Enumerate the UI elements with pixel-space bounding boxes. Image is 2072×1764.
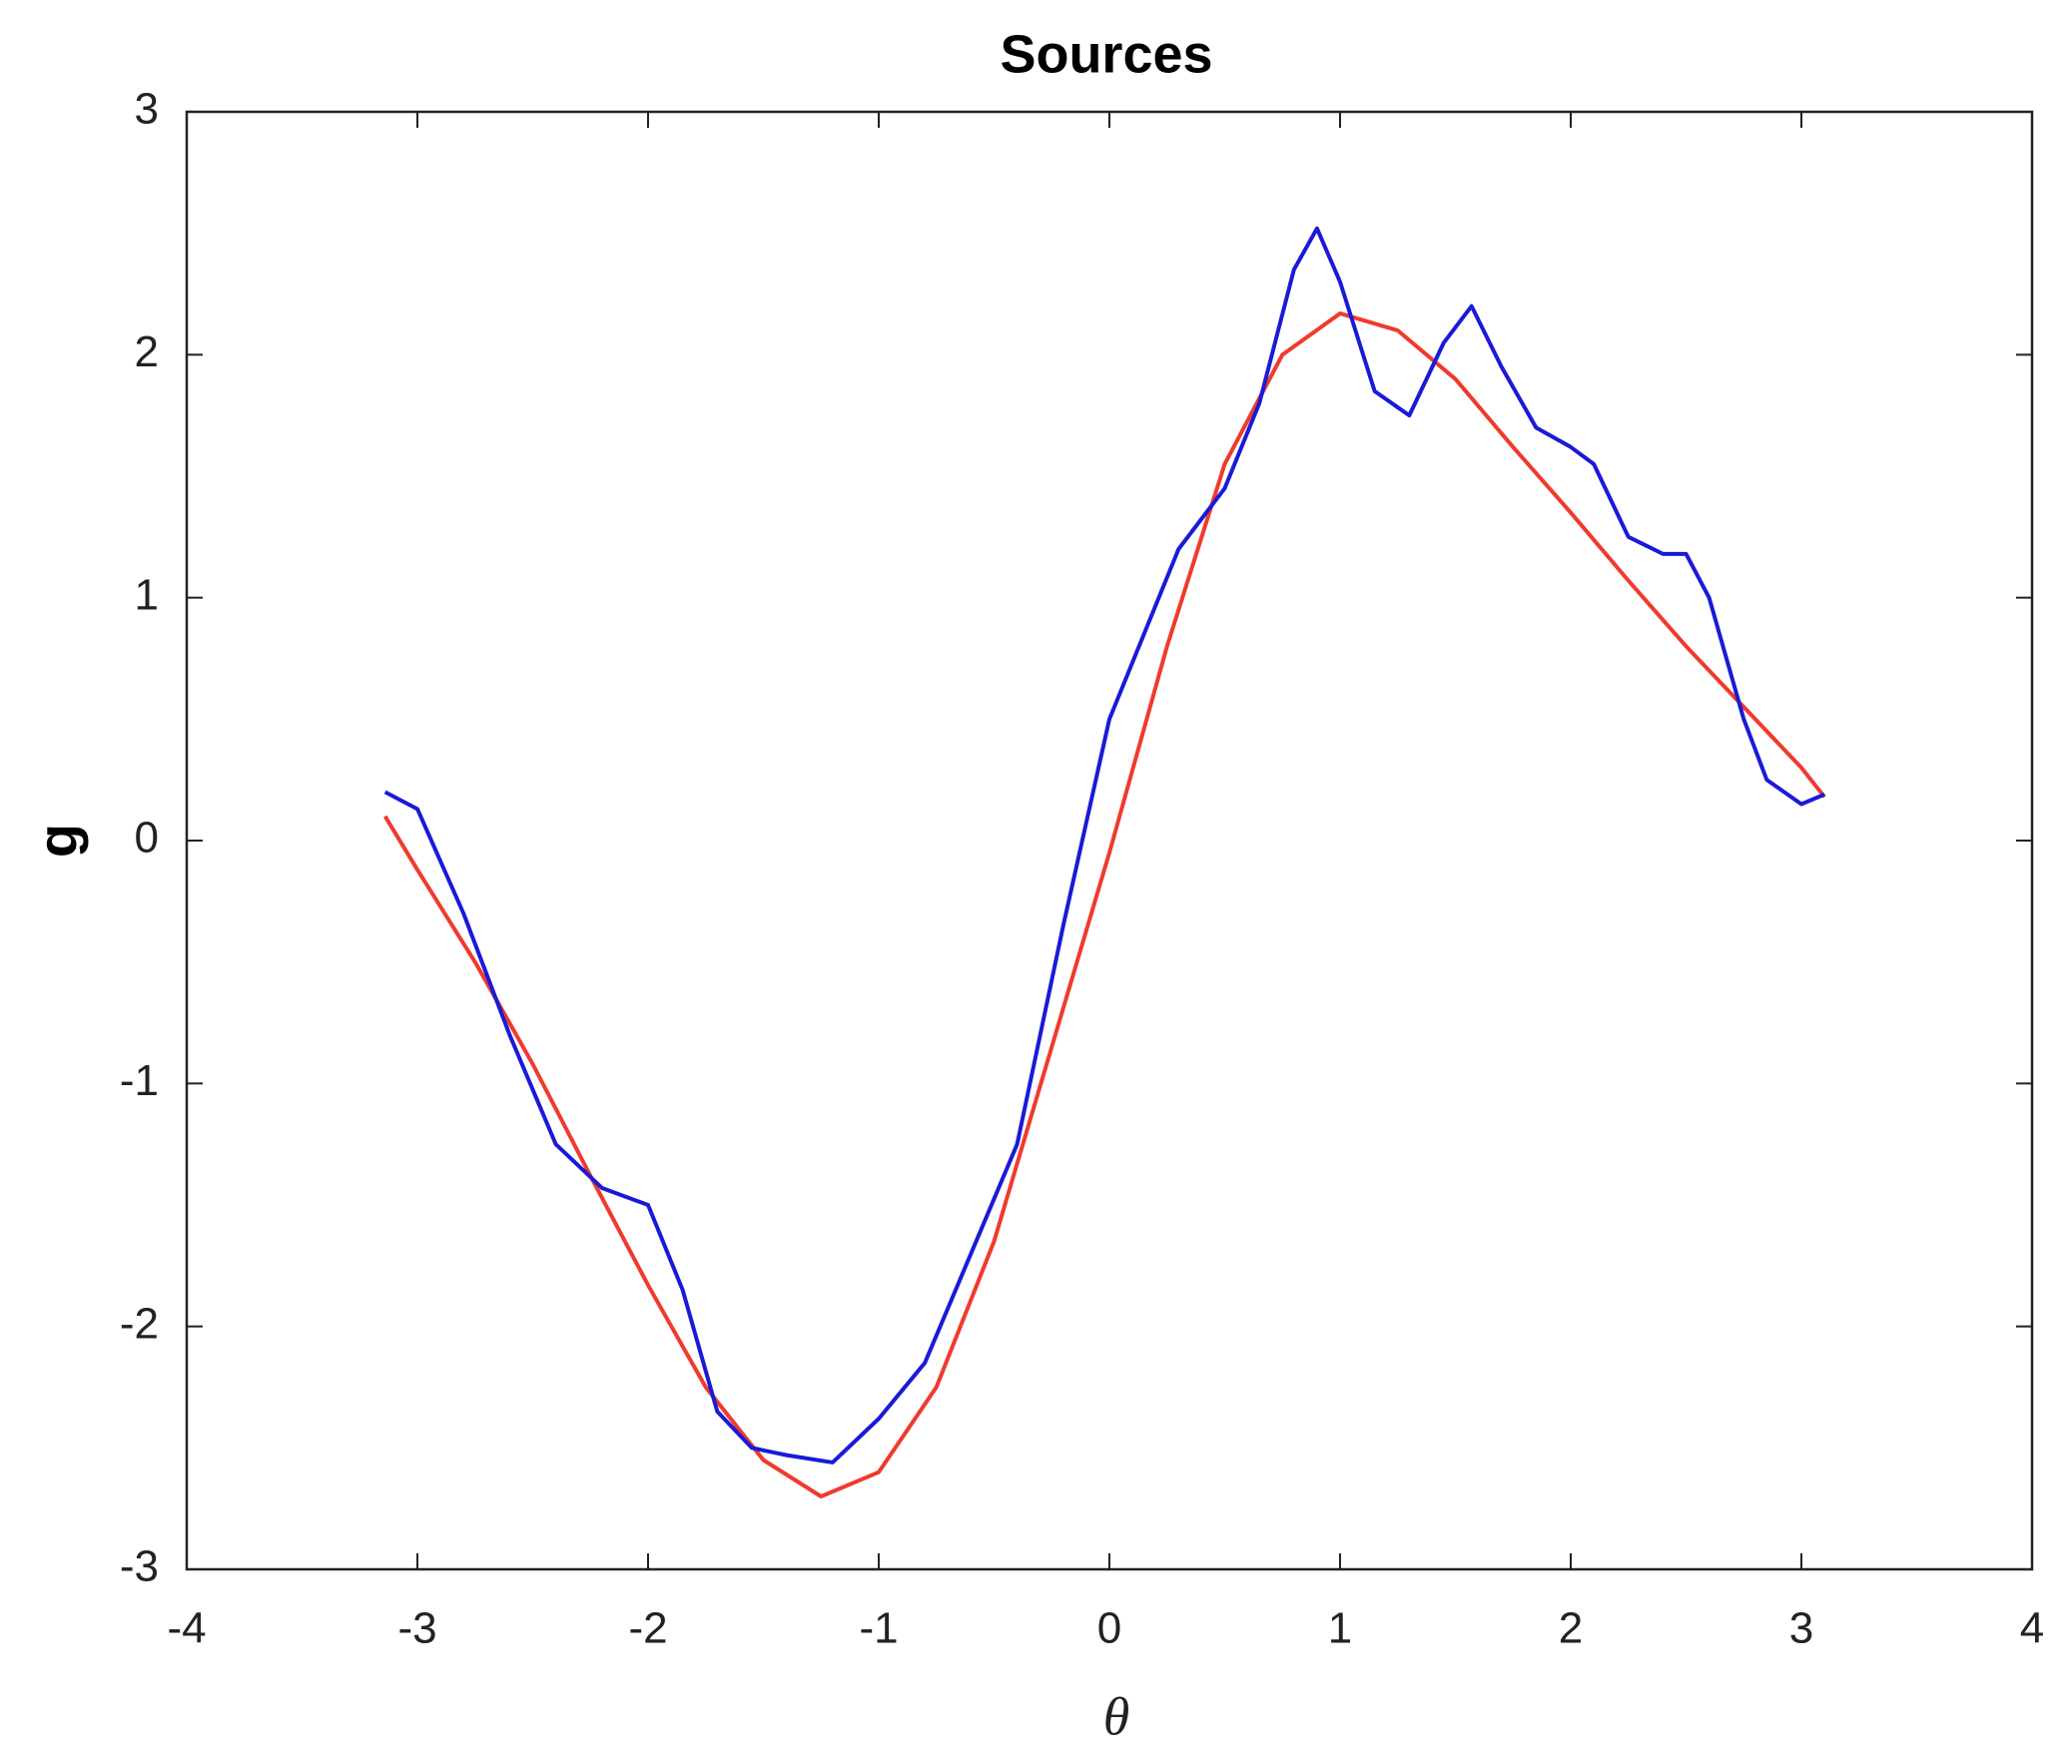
x-tick-label: -4: [167, 1604, 206, 1653]
line-series: [382, 310, 1826, 1498]
x-axis-label: θ: [1103, 1686, 1130, 1746]
y-axis-label: g: [26, 824, 89, 858]
y-tick-label: 2: [135, 327, 159, 376]
y-tick-label: -3: [120, 1542, 159, 1591]
x-tick-label: -3: [397, 1604, 436, 1653]
x-tick-label: 4: [2020, 1604, 2044, 1653]
x-tick-label: -2: [628, 1604, 667, 1653]
x-tick-label: 3: [1789, 1604, 1813, 1653]
x-tick-label: 0: [1097, 1604, 1121, 1653]
y-tick-label: 0: [135, 814, 159, 863]
y-tick-label: 1: [135, 570, 159, 619]
plot-frame: [185, 110, 2034, 1571]
y-tick-label: -2: [120, 1299, 159, 1348]
x-tick-label: 1: [1328, 1604, 1352, 1653]
y-tick-label: 3: [135, 85, 159, 134]
chart-title: Sources: [1000, 24, 1212, 84]
x-tick-label: 2: [1559, 1604, 1583, 1653]
x-tick-label: -1: [859, 1604, 898, 1653]
line-series: [383, 226, 1825, 1465]
y-tick-label: -1: [120, 1056, 159, 1105]
